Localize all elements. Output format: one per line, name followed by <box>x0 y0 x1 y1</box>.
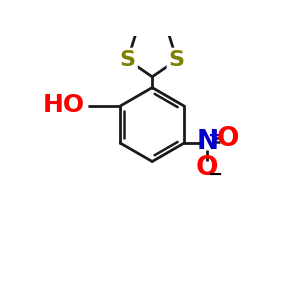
Text: +: + <box>208 127 223 145</box>
Text: N: N <box>196 129 218 155</box>
Text: S: S <box>120 50 136 70</box>
Text: O: O <box>217 126 239 152</box>
Text: O: O <box>196 155 219 182</box>
Text: HO: HO <box>43 93 85 117</box>
Text: −: − <box>208 166 223 184</box>
Text: S: S <box>169 50 185 70</box>
